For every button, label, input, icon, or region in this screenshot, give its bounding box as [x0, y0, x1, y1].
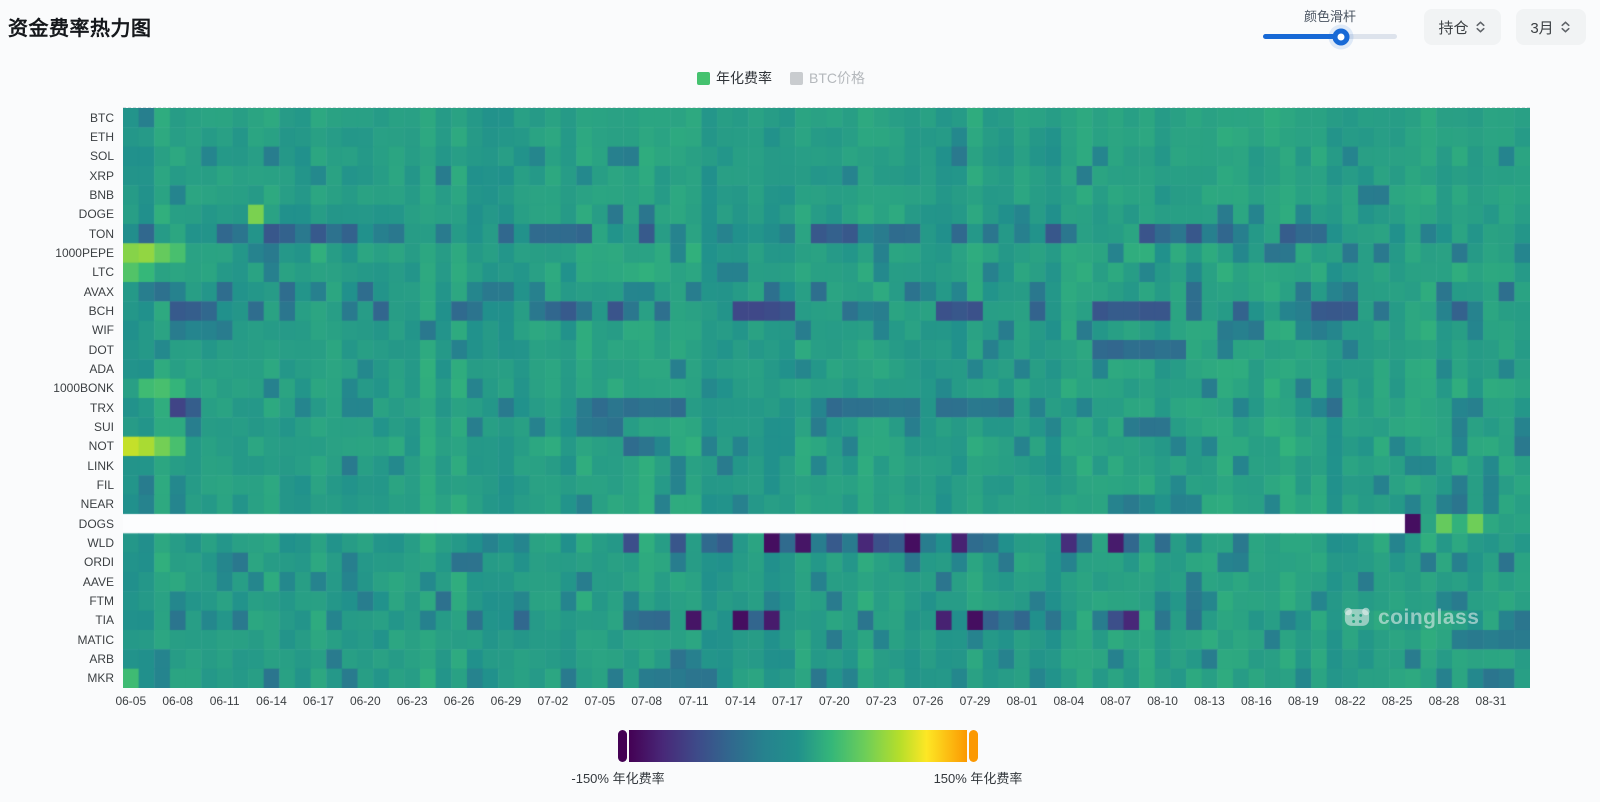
chevron-up-down-icon — [1475, 21, 1485, 33]
col-label-08-22: 08-22 — [1334, 694, 1366, 708]
color-slider-handle[interactable] — [1332, 28, 1350, 45]
col-label-06-20: 06-20 — [349, 694, 381, 708]
chevron-up-down-icon — [1561, 21, 1570, 33]
row-label-fil: FIL — [96, 478, 114, 492]
plot-top-gridline — [123, 107, 1530, 108]
col-label-07-20: 07-20 — [818, 694, 850, 708]
col-label-07-02: 07-02 — [537, 694, 569, 708]
col-label-06-14: 06-14 — [256, 694, 287, 708]
row-label-eth: ETH — [90, 130, 114, 144]
row-label-doge: DOGE — [78, 207, 114, 222]
legend-item-btc-price[interactable]: BTC价格 — [790, 68, 865, 88]
row-label-trx: TRX — [90, 400, 114, 415]
col-label-08-25: 08-25 — [1381, 694, 1413, 708]
color-slider-fill — [1263, 34, 1341, 39]
col-label-07-26: 07-26 — [912, 694, 944, 708]
row-label-ftm: FTM — [89, 594, 114, 608]
col-label-08-13: 08-13 — [1194, 694, 1225, 708]
col-label-08-01: 08-01 — [1006, 694, 1038, 708]
color-scale-handle-min[interactable] — [618, 730, 627, 762]
timeframe-select-label: 3月 — [1530, 19, 1554, 37]
col-label-06-29: 06-29 — [490, 694, 522, 708]
row-label-wld: WLD — [87, 536, 114, 550]
position-select-label: 持仓 — [1438, 19, 1469, 37]
col-label-08-31: 08-31 — [1475, 694, 1507, 708]
col-label-06-26: 06-26 — [443, 694, 475, 708]
row-label-aave: AAVE — [82, 574, 114, 589]
col-label-07-11: 07-11 — [678, 694, 709, 708]
col-label-07-08: 07-08 — [631, 694, 663, 708]
color-scale-handle-max[interactable] — [969, 730, 978, 762]
row-label-btc: BTC — [90, 110, 114, 125]
row-label-xrp: XRP — [89, 168, 114, 183]
row-label-near: NEAR — [80, 497, 114, 512]
row-label-matic: MATIC — [77, 632, 114, 647]
row-label-ltc: LTC — [92, 265, 114, 280]
col-label-08-28: 08-28 — [1428, 694, 1460, 708]
col-label-06-05: 06-05 — [115, 694, 147, 708]
row-label-mkr: MKR — [87, 671, 114, 686]
row-label-dogs: DOGS — [78, 516, 114, 531]
legend-label: BTC价格 — [809, 70, 865, 86]
row-label-1000pepe: 1000PEPE — [55, 246, 114, 260]
row-label-sol: SOL — [89, 149, 114, 164]
legend-swatch-gray — [790, 71, 803, 85]
col-label-07-17: 07-17 — [772, 694, 803, 708]
heatmap-canvas[interactable] — [123, 108, 1530, 688]
col-label-06-11: 06-11 — [209, 694, 240, 708]
row-label-wif: WIF — [92, 323, 114, 338]
col-label-06-23: 06-23 — [396, 694, 428, 708]
color-slider-control: 颜色滑杆 — [1263, 6, 1397, 45]
row-label-avax: AVAX — [83, 284, 114, 299]
legend-swatch-green — [697, 71, 710, 85]
row-label-ton: TON — [88, 226, 114, 241]
col-label-08-07: 08-07 — [1100, 694, 1132, 708]
col-label-06-17: 06-17 — [303, 694, 334, 708]
row-label-1000bonk: 1000BONK — [53, 381, 114, 396]
row-label-not: NOT — [88, 439, 114, 454]
row-label-sui: SUI — [93, 420, 114, 434]
col-label-08-19: 08-19 — [1287, 694, 1319, 708]
color-slider-label: 颜色滑杆 — [1303, 9, 1356, 24]
color-scale-min-label: -150% 年化费率 — [571, 771, 665, 786]
color-scale-bar[interactable] — [618, 730, 978, 762]
col-label-08-04: 08-04 — [1053, 694, 1085, 708]
col-label-07-23: 07-23 — [865, 694, 897, 708]
timeframe-select[interactable]: 3月 — [1516, 9, 1586, 45]
col-label-08-16: 08-16 — [1241, 694, 1272, 708]
row-label-dot: DOT — [88, 342, 114, 357]
y-axis-labels: BTC ETH SOL XRP BNB DOGE TON 1000PEPE LTC AVAX BCH… — [0, 108, 114, 688]
x-axis-labels: 06-05 06-08 06-11 06-14 06-17 06-20 06-23 06-26… — [115, 694, 1530, 710]
col-label-08-10: 08-10 — [1147, 694, 1178, 708]
col-label-07-14: 07-14 — [725, 694, 756, 708]
row-label-tia: TIA — [95, 613, 114, 628]
page-title: 资金费率热力图 — [8, 18, 152, 40]
color-slider-track[interactable] — [1263, 28, 1397, 45]
row-label-ordi: ORDI — [84, 555, 114, 570]
col-label-06-08: 06-08 — [162, 694, 194, 708]
row-label-bch: BCH — [88, 304, 114, 318]
col-label-07-29: 07-29 — [959, 694, 991, 708]
chart-legend: 年化费率 BTC价格 — [697, 68, 865, 88]
position-select[interactable]: 持仓 — [1424, 9, 1501, 45]
legend-label: 年化费率 — [716, 70, 772, 86]
color-scale-max-label: 150% 年化费率 — [933, 771, 1023, 786]
row-label-ada: ADA — [89, 362, 114, 376]
row-label-link: LINK — [87, 458, 114, 473]
col-label-07-05: 07-05 — [584, 694, 616, 708]
row-label-arb: ARB — [89, 652, 114, 666]
color-scale-gradient — [629, 730, 967, 762]
legend-item-annualized-rate[interactable]: 年化费率 — [697, 68, 772, 88]
row-label-bnb: BNB — [89, 188, 114, 202]
